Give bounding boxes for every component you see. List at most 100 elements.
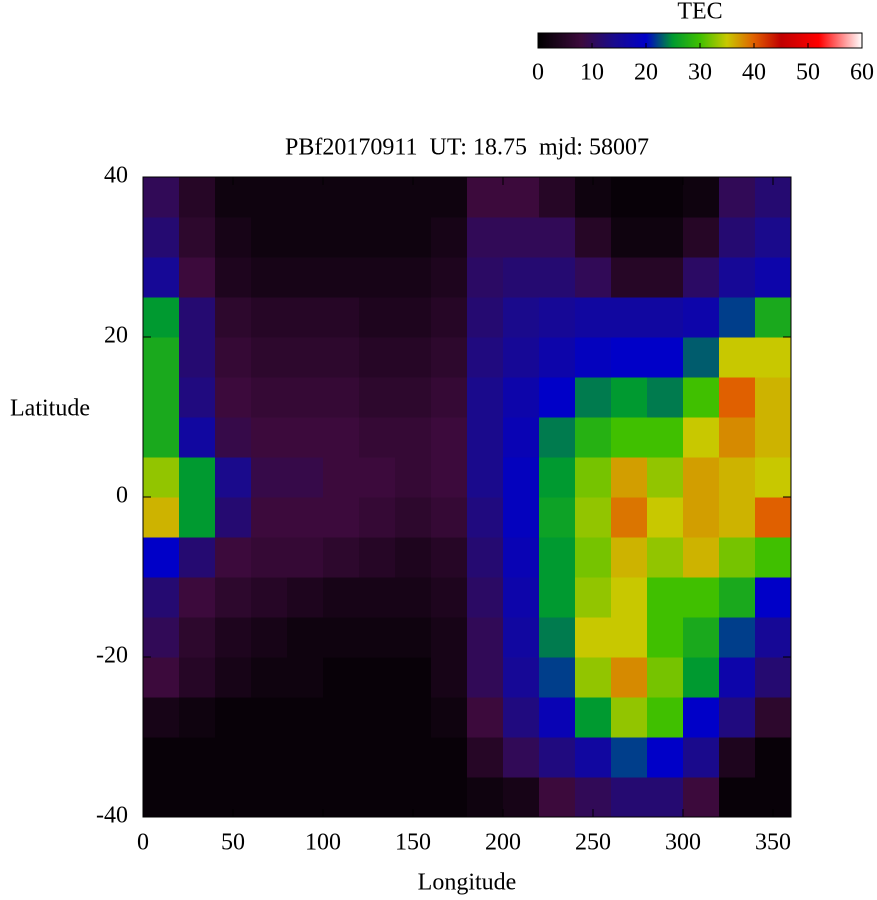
heat-cell bbox=[359, 337, 396, 378]
heat-cell bbox=[359, 497, 396, 538]
heat-cell bbox=[719, 537, 756, 578]
heat-cell bbox=[503, 697, 540, 738]
heat-cell bbox=[287, 257, 324, 298]
heat-cell bbox=[287, 537, 324, 578]
heat-cell bbox=[539, 337, 576, 378]
heat-cell bbox=[647, 697, 684, 738]
heat-cell bbox=[503, 297, 540, 338]
x-tick-label: 100 bbox=[305, 830, 341, 856]
heat-cell bbox=[251, 297, 288, 338]
heat-cell bbox=[179, 697, 216, 738]
heat-cell bbox=[395, 617, 432, 658]
heat-cell bbox=[683, 617, 720, 658]
colorbar-tick-label: 40 bbox=[742, 60, 766, 86]
heat-cell bbox=[287, 737, 324, 778]
heat-cell bbox=[431, 457, 468, 498]
heat-cell bbox=[287, 577, 324, 618]
heat-cell bbox=[575, 257, 612, 298]
chart-title: PBf20170911 UT: 18.75 mjd: 58007 bbox=[285, 135, 649, 161]
y-tick-label: 0 bbox=[116, 483, 128, 509]
heat-cell bbox=[359, 417, 396, 458]
heat-cell bbox=[755, 577, 792, 618]
colorbar-tick-label: 10 bbox=[580, 60, 604, 86]
heat-cell bbox=[575, 737, 612, 778]
heat-cell bbox=[683, 657, 720, 698]
heat-cell bbox=[251, 377, 288, 418]
heat-cell bbox=[287, 217, 324, 258]
heat-cell bbox=[647, 777, 684, 818]
heat-cell bbox=[323, 217, 360, 258]
heat-cell bbox=[755, 257, 792, 298]
heat-cell bbox=[503, 177, 540, 218]
heat-cell bbox=[683, 217, 720, 258]
heat-cell bbox=[719, 257, 756, 298]
heat-cell bbox=[143, 337, 180, 378]
heat-cell bbox=[359, 577, 396, 618]
heat-cell bbox=[179, 417, 216, 458]
heat-cell bbox=[647, 457, 684, 498]
heat-cell bbox=[287, 777, 324, 818]
x-axis-label: Longitude bbox=[418, 870, 517, 896]
heat-cell bbox=[683, 337, 720, 378]
heat-cell bbox=[719, 617, 756, 658]
heat-cell bbox=[251, 577, 288, 618]
heat-cell bbox=[431, 257, 468, 298]
heat-cell bbox=[683, 497, 720, 538]
heat-cell bbox=[503, 777, 540, 818]
heat-cell bbox=[467, 577, 504, 618]
heat-cell bbox=[683, 417, 720, 458]
heat-cell bbox=[719, 497, 756, 538]
heat-cell bbox=[323, 497, 360, 538]
heat-cell bbox=[251, 337, 288, 378]
heat-cell bbox=[251, 657, 288, 698]
heat-cell bbox=[755, 537, 792, 578]
y-tick-label: 40 bbox=[104, 163, 128, 189]
heat-cell bbox=[539, 497, 576, 538]
heat-cell bbox=[359, 257, 396, 298]
heat-cell bbox=[143, 297, 180, 338]
heat-cell bbox=[215, 457, 252, 498]
heat-cell bbox=[215, 657, 252, 698]
heat-cell bbox=[755, 417, 792, 458]
heat-cell bbox=[143, 257, 180, 298]
heat-cell bbox=[611, 337, 648, 378]
heat-cell bbox=[647, 657, 684, 698]
y-tick-label: 20 bbox=[104, 323, 128, 349]
heat-cell bbox=[755, 217, 792, 258]
heat-cell bbox=[179, 617, 216, 658]
heat-cell bbox=[683, 177, 720, 218]
heat-cell bbox=[251, 617, 288, 658]
heat-cell bbox=[647, 617, 684, 658]
heat-cell bbox=[395, 497, 432, 538]
heat-cell bbox=[179, 537, 216, 578]
heat-cell bbox=[287, 657, 324, 698]
heat-cell bbox=[215, 377, 252, 418]
heat-cell bbox=[215, 737, 252, 778]
heat-cell bbox=[179, 457, 216, 498]
heat-cell bbox=[143, 577, 180, 618]
heat-cell bbox=[179, 497, 216, 538]
heat-cell bbox=[395, 337, 432, 378]
heat-cell bbox=[251, 737, 288, 778]
heat-cell bbox=[611, 257, 648, 298]
heat-cell bbox=[575, 297, 612, 338]
heat-cell bbox=[215, 577, 252, 618]
heat-cell bbox=[611, 457, 648, 498]
heat-cell bbox=[431, 537, 468, 578]
heat-cell bbox=[647, 177, 684, 218]
heat-cell bbox=[251, 537, 288, 578]
heat-cell bbox=[719, 457, 756, 498]
heat-cell bbox=[611, 697, 648, 738]
heat-cell bbox=[467, 657, 504, 698]
heat-cell bbox=[287, 297, 324, 338]
heat-cell bbox=[683, 257, 720, 298]
heat-cell bbox=[215, 297, 252, 338]
heat-cell bbox=[755, 697, 792, 738]
heat-cell bbox=[359, 217, 396, 258]
heat-cell bbox=[611, 177, 648, 218]
heat-cell bbox=[755, 737, 792, 778]
heat-cell bbox=[647, 497, 684, 538]
heat-cell bbox=[719, 697, 756, 738]
heat-cell bbox=[611, 777, 648, 818]
heat-cell bbox=[719, 577, 756, 618]
